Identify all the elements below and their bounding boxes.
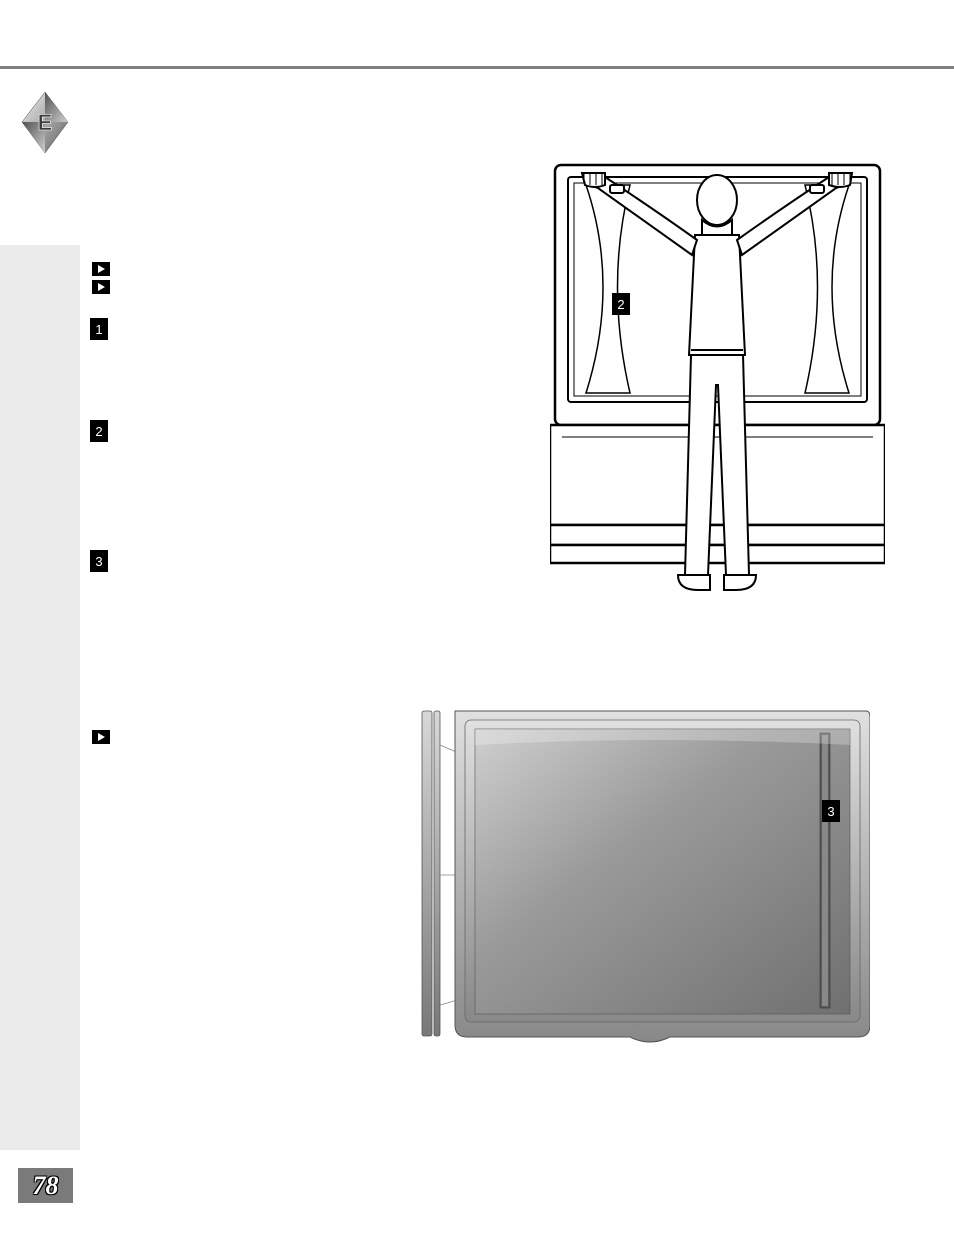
page-number-badge: 78: [18, 1168, 73, 1203]
appendix-badge: E: [20, 90, 70, 155]
page-number: 78: [33, 1171, 59, 1201]
figure-remove-screen: [550, 155, 885, 595]
arrow-icon: [92, 730, 110, 744]
figure1-callout: 2: [612, 293, 630, 315]
arrow-icon: [92, 280, 110, 294]
arrow-icon: [92, 262, 110, 276]
badge-letter: E: [38, 110, 53, 135]
figure-screen-panel: [420, 705, 870, 1055]
figure2-callout: 3: [822, 800, 840, 822]
top-rule: [0, 66, 954, 69]
step-marker-3: 3: [90, 550, 108, 572]
step-marker-2: 2: [90, 420, 108, 442]
step-marker-1: 1: [90, 318, 108, 340]
left-margin-strip: [0, 245, 80, 1150]
